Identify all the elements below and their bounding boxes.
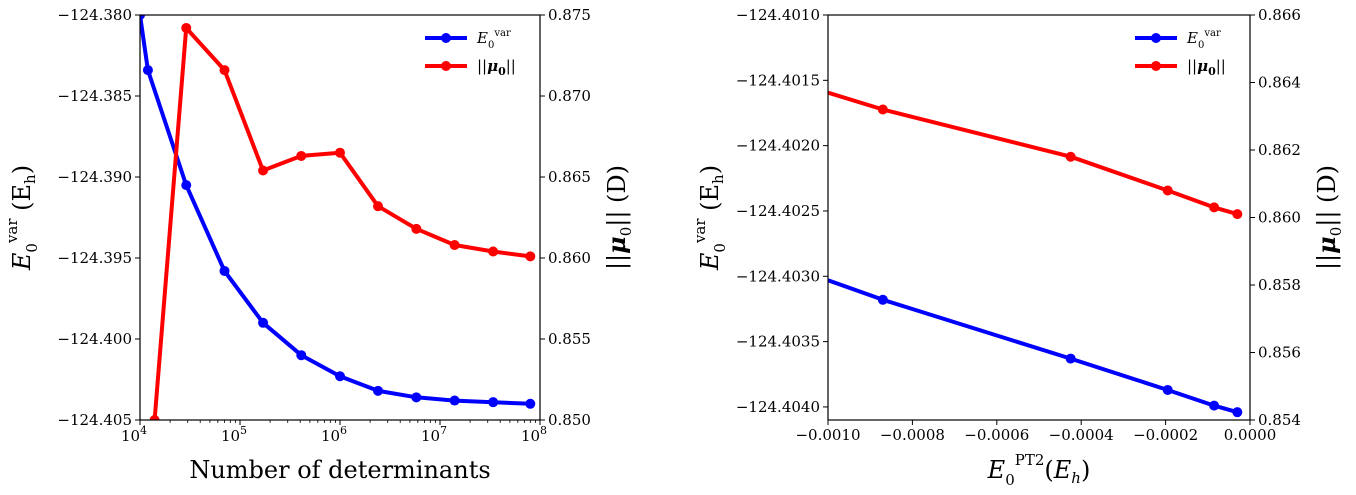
y-left-tick-label: −124.4035 xyxy=(736,333,820,351)
legend-label: E0var xyxy=(1186,28,1221,51)
y-right-tick-label: 0.850 xyxy=(548,411,591,429)
y-axis-label-right: ||μ0|| (D) xyxy=(1312,165,1345,270)
legend-label: ||μ0|| xyxy=(477,57,516,78)
data-point-energy xyxy=(335,371,345,382)
legend-marker xyxy=(1151,61,1161,71)
x-tick-label: −0.0002 xyxy=(1133,426,1198,444)
x-axis-label: Number of determinants xyxy=(189,456,490,484)
y-right-tick-label: 0.870 xyxy=(548,87,591,105)
x-tick-label: −0.0004 xyxy=(1049,426,1114,444)
data-point-energy xyxy=(1209,400,1220,411)
y-left-tick-label: −124.4020 xyxy=(736,137,820,155)
x-tick-label: 108 xyxy=(521,424,547,445)
series-line-dipole xyxy=(152,26,531,420)
legend-marker xyxy=(441,61,451,71)
y-left-tick-label: −124.380 xyxy=(57,6,132,24)
y-left-tick-label: −124.4030 xyxy=(736,267,820,285)
data-point-energy xyxy=(219,265,230,276)
data-point-energy xyxy=(142,65,153,76)
data-point-dipole xyxy=(1065,151,1076,162)
data-point-dipole xyxy=(258,165,269,176)
y-right-tick-label: 0.864 xyxy=(1258,74,1301,92)
y-right-tick-label: 0.856 xyxy=(1258,344,1301,362)
legend-label: E0var xyxy=(476,28,511,51)
y-axis-label-left: E0var (Eh) xyxy=(3,165,41,271)
y-right-tick-label: 0.862 xyxy=(1258,141,1301,159)
data-point-energy xyxy=(1232,407,1243,418)
data-point-energy xyxy=(1065,353,1076,364)
data-point-dipole xyxy=(1232,209,1243,220)
y-right-tick-label: 0.866 xyxy=(1258,6,1301,24)
data-point-dipole xyxy=(525,251,536,262)
data-point-dipole xyxy=(149,415,160,420)
y-right-tick-label: 0.858 xyxy=(1258,276,1301,294)
chart-panel-2: −0.0010 −0.0008 −0.0006 −0.0004 −0.0002 0.000… xyxy=(691,6,1345,489)
y-left-tick-label: −124.385 xyxy=(57,87,132,105)
x-tick-label: 107 xyxy=(421,424,447,445)
plot-frame xyxy=(827,14,1251,421)
y-right-tick-label: 0.854 xyxy=(1258,411,1301,429)
x-tick-label: −0.0008 xyxy=(880,426,945,444)
x-tick-label: −0.0010 xyxy=(795,426,860,444)
series-line-energy xyxy=(140,15,531,406)
y-right-tick-label: 0.855 xyxy=(548,330,591,348)
data-point-energy xyxy=(877,294,888,305)
data-point-energy xyxy=(181,180,192,191)
y-right-tick-label: 0.875 xyxy=(548,6,591,24)
data-point-energy xyxy=(525,398,536,409)
data-point-dipole xyxy=(449,240,460,251)
y-left-tick-label: −124.400 xyxy=(57,330,132,348)
legend-marker xyxy=(1151,33,1161,43)
legend-label: ||μ0|| xyxy=(1187,57,1226,78)
series-line-dipole xyxy=(828,90,1238,217)
data-point-energy xyxy=(411,392,422,403)
data-point-energy xyxy=(488,397,499,408)
data-point-energy xyxy=(1162,384,1173,395)
y-right-tick-label: 0.860 xyxy=(1258,209,1301,227)
chart-panel-1: 104 105 106 107 108 −124.380 −124.385 −124.390 −… xyxy=(3,6,635,484)
x-tick-label: −0.0006 xyxy=(964,426,1029,444)
data-point-dipole xyxy=(411,223,422,234)
x-tick-label: 104 xyxy=(121,424,147,445)
data-point-dipole xyxy=(219,65,230,76)
data-point-dipole xyxy=(296,150,307,161)
data-point-dipole xyxy=(181,22,192,33)
data-point-dipole xyxy=(1209,202,1220,213)
y-axis-label-right: ||μ0|| (D) xyxy=(602,165,635,270)
data-point-dipole xyxy=(373,201,384,212)
data-point-energy xyxy=(140,15,145,20)
x-axis-label: E0PT2(Eh) xyxy=(987,451,1091,489)
legend-marker xyxy=(441,33,451,43)
data-point-dipole xyxy=(1162,185,1173,196)
y-left-tick-label: −124.4010 xyxy=(736,6,820,24)
data-point-dipole xyxy=(877,104,888,115)
series-line-energy xyxy=(828,278,1238,415)
data-point-energy xyxy=(258,317,269,328)
y-left-tick-label: −124.405 xyxy=(57,411,132,429)
y-left-tick-label: −124.4025 xyxy=(736,202,820,220)
data-point-energy xyxy=(296,350,307,361)
x-tick-label: 105 xyxy=(221,424,247,445)
y-axis-label-left: E0var (Eh) xyxy=(691,165,729,271)
y-left-tick-label: −124.390 xyxy=(57,168,132,186)
data-point-energy xyxy=(373,385,384,396)
plot-frame xyxy=(139,14,541,421)
data-point-dipole xyxy=(488,246,499,257)
y-right-tick-label: 0.865 xyxy=(548,168,591,186)
data-point-energy xyxy=(449,395,460,406)
data-point-dipole xyxy=(335,147,345,158)
x-tick-label: 106 xyxy=(321,424,347,445)
x-tick-label: 0.0000 xyxy=(1224,426,1277,444)
y-right-tick-label: 0.860 xyxy=(548,249,591,267)
y-left-tick-label: −124.4015 xyxy=(736,71,820,89)
y-left-tick-label: −124.4040 xyxy=(736,398,820,416)
y-left-tick-label: −124.395 xyxy=(57,249,132,267)
